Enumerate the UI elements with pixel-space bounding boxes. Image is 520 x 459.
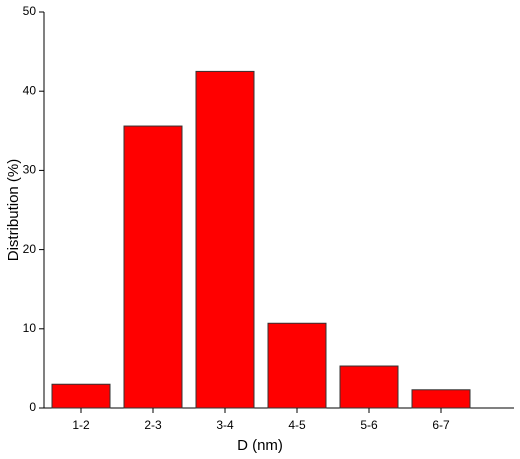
- bar: [267, 322, 327, 409]
- x-tick-label: 5-6: [360, 418, 378, 432]
- y-tick-label: 0: [29, 400, 36, 414]
- bar: [339, 365, 399, 409]
- bar: [411, 389, 471, 409]
- bar: [195, 70, 255, 409]
- y-axis-title: Distribution (%): [5, 159, 22, 262]
- y-tick-label: 20: [23, 242, 37, 256]
- bar: [123, 125, 183, 409]
- y-tick-label: 30: [23, 163, 37, 177]
- y-tick-label: 50: [23, 4, 37, 18]
- y-tick-label: 10: [23, 321, 37, 335]
- x-tick-label: 6-7: [432, 418, 450, 432]
- x-axis-title: D (nm): [237, 437, 283, 454]
- x-tick-label: 4-5: [288, 418, 306, 432]
- bar: [51, 383, 111, 409]
- x-tick-label: 3-4: [216, 418, 234, 432]
- x-tick-label: 1-2: [72, 418, 90, 432]
- x-tick-label: 2-3: [144, 418, 162, 432]
- y-tick-label: 40: [23, 83, 37, 97]
